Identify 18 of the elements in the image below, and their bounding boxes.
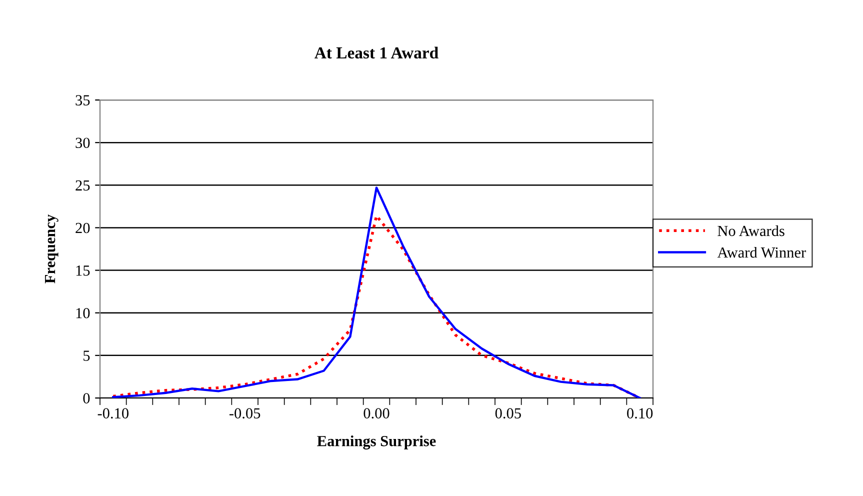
y-tick-label: 0 — [83, 393, 90, 404]
x-tick-label: -0.10 — [98, 408, 128, 419]
y-tick-label: 15 — [76, 266, 90, 276]
legend-label: No Awards — [718, 225, 784, 236]
x-tick-label: 0.05 — [495, 408, 521, 419]
y-tick-label: 25 — [76, 180, 90, 191]
x-tick-label: 0.10 — [627, 408, 653, 419]
y-axis-title: Frequency — [45, 214, 58, 284]
y-tick-label: 20 — [76, 222, 90, 234]
chart-title: At Least 1 Award — [314, 46, 438, 58]
y-tick-label: 35 — [76, 95, 90, 106]
legend-label: Award Winner — [717, 246, 806, 258]
y-tick-label: 5 — [84, 350, 90, 361]
y-tick-label: 10 — [76, 308, 90, 318]
x-tick-label: 0.00 — [364, 408, 390, 419]
x-axis-title: Earnings Surprise — [317, 435, 436, 450]
y-tick-label: 30 — [76, 138, 90, 148]
x-tick-label: -0.05 — [229, 408, 260, 419]
